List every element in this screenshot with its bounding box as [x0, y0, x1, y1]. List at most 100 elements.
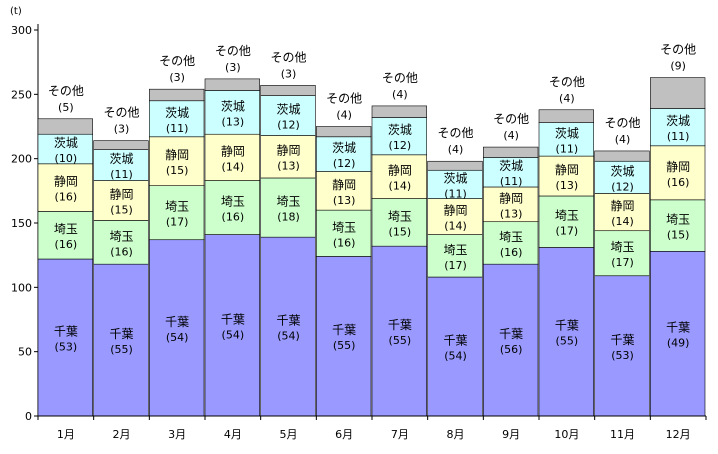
segment-label: 静岡: [610, 199, 634, 213]
segment-share-label: (12): [389, 139, 412, 152]
segment-share-label: (11): [166, 122, 189, 135]
bar-segment: [93, 263, 149, 417]
segment-share-label: (53): [611, 349, 634, 362]
segment-label: 茨城: [54, 136, 78, 150]
segment-share-label: (56): [500, 343, 523, 356]
segment-share-label: (11): [556, 142, 579, 155]
segment-share-label: (10): [55, 152, 78, 165]
bar-segment: [483, 157, 539, 188]
bar-segment: [204, 234, 260, 417]
segment-label: その他: [48, 84, 84, 98]
segment-share-label: (15): [110, 203, 133, 216]
segment-share-label: (3): [225, 61, 241, 74]
segment-share-label: (12): [611, 180, 634, 193]
bar-segment: [260, 85, 316, 96]
segment-share-label: (4): [336, 109, 352, 122]
segment-label: 茨城: [165, 106, 189, 120]
x-tick-label: 12月: [666, 428, 691, 441]
segment-share-label: (11): [667, 130, 690, 143]
segment-share-label: (17): [166, 216, 189, 229]
bar-segment: [650, 77, 706, 109]
segment-share-label: (55): [110, 343, 133, 356]
bar-segment: [538, 109, 594, 123]
bar-segment: [371, 105, 427, 118]
segment-label: 静岡: [109, 187, 133, 201]
segment-label: 茨城: [443, 171, 467, 185]
bar-stack: 千葉 (53) 埼玉 (17) 静岡 (14) 茨城 (12) その他 (4): [594, 116, 650, 417]
segment-label: 埼玉: [610, 240, 634, 254]
segment-label: 茨城: [555, 126, 579, 140]
segment-label: その他: [660, 43, 696, 57]
segment-label: 茨城: [388, 123, 412, 137]
bar-segment: [483, 146, 539, 158]
segment-label: その他: [103, 106, 139, 120]
bar-segment: [483, 186, 539, 223]
bar-segment: [37, 133, 93, 165]
segment-label: その他: [270, 50, 306, 64]
bar-segment: [37, 118, 93, 135]
segment-share-label: (13): [333, 194, 356, 207]
segment-label: 静岡: [388, 164, 412, 178]
segment-share-label: (16): [333, 236, 356, 249]
segment-label: その他: [382, 71, 418, 85]
segment-share-label: (4): [392, 88, 408, 101]
x-tick-label: 6月: [335, 428, 353, 441]
segment-share-label: (13): [556, 179, 579, 192]
segment-label: その他: [159, 54, 195, 68]
bar-segment: [260, 95, 316, 136]
segment-share-label: (15): [166, 164, 189, 177]
bar-segment: [371, 117, 427, 156]
segment-share-label: (17): [556, 225, 579, 238]
bar-segment: [149, 185, 205, 241]
bar-segment: [93, 140, 149, 150]
bar-segment: [93, 149, 149, 181]
bar-segment: [260, 236, 316, 417]
segment-label: 埼玉: [54, 222, 78, 236]
y-tick-label: 150: [11, 217, 32, 230]
segment-share-label: (17): [611, 256, 634, 269]
segment-label: 埼玉: [109, 229, 133, 243]
bar-segment: [260, 177, 316, 238]
segment-label: 千葉: [221, 312, 245, 326]
bar-stack: 千葉 (54) 埼玉 (17) 静岡 (14) 茨城 (11) その他 (4): [427, 126, 483, 417]
segment-share-label: (14): [222, 160, 245, 173]
bar-segment: [483, 221, 539, 265]
bar-segment: [204, 133, 260, 181]
x-axis: 1月 2月 3月 4月 5月 6月 7月 8月 9月 10月 11月 12月: [37, 415, 707, 441]
segment-share-label: (11): [500, 175, 523, 188]
segment-share-label: (49): [667, 337, 690, 350]
y-axis: 0 50 100 150 200 250 300: [11, 24, 39, 423]
segment-share-label: (4): [503, 129, 519, 142]
segment-label: 埼玉: [221, 195, 245, 209]
bar-segment: [260, 135, 316, 179]
y-tick-label: 200: [11, 153, 32, 166]
segment-label: 茨城: [332, 141, 356, 155]
segment-share-label: (16): [55, 191, 78, 204]
bar-stack: 千葉 (54) 埼玉 (18) 静岡 (13) 茨城 (12) その他 (3): [260, 50, 316, 417]
segment-share-label: (4): [448, 143, 464, 156]
segment-label: 静岡: [54, 175, 78, 189]
segment-label: 千葉: [443, 334, 467, 348]
x-tick-label: 7月: [391, 428, 409, 441]
bar-segment: [427, 276, 483, 417]
segment-label: 埼玉: [165, 200, 189, 214]
segment-label: その他: [493, 112, 529, 126]
segment-label: 茨城: [610, 164, 634, 178]
segment-label: 千葉: [610, 333, 634, 347]
segment-label: 静岡: [332, 178, 356, 192]
segment-share-label: (54): [277, 330, 300, 343]
bar-segment: [594, 193, 650, 232]
segment-label: 千葉: [54, 325, 78, 339]
bar-segment: [37, 211, 93, 260]
segment-share-label: (4): [615, 133, 631, 146]
y-tick-label: 300: [11, 24, 32, 37]
segment-share-label: (16): [500, 246, 523, 259]
segment-share-label: (54): [166, 331, 189, 344]
segment-label: 静岡: [666, 160, 690, 174]
x-tick-label: 10月: [554, 428, 579, 441]
x-tick-label: 2月: [113, 428, 131, 441]
segment-share-label: (13): [500, 207, 523, 220]
bar-segment: [427, 160, 483, 171]
